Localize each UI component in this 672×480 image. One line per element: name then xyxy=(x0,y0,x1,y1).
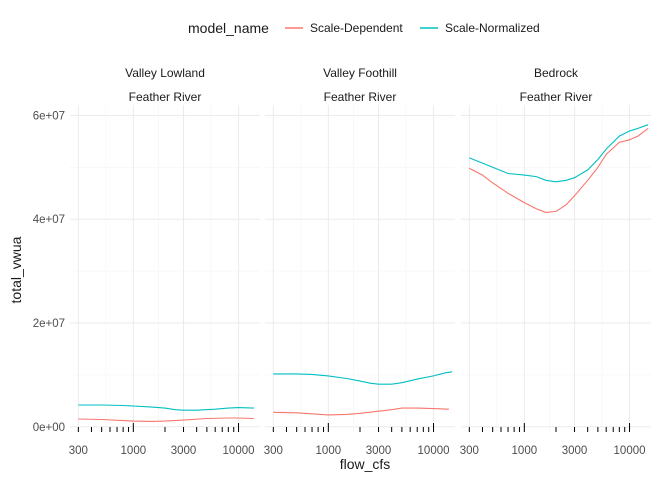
x-tick-label: 10000 xyxy=(223,445,255,457)
x-tick-label: 10000 xyxy=(418,445,450,457)
y-axis-title: total_vwua xyxy=(8,236,24,303)
legend-title: model_name xyxy=(188,20,269,36)
x-tick-label: 1000 xyxy=(316,445,342,457)
x-tick-label: 1000 xyxy=(121,445,147,457)
series-line-scale-normalized xyxy=(469,124,649,183)
legend-label-scale-dependent: Scale-Dependent xyxy=(310,21,403,35)
panel-2: Valley Foothill Feather River 300 1000 3000 1… xyxy=(264,66,455,457)
legend: model_name Scale-Dependent Scale-Normali… xyxy=(188,20,540,36)
series-line-scale-normalized xyxy=(273,371,453,385)
y-tick-label: 6e+07 xyxy=(33,110,65,122)
series-line-scale-dependent xyxy=(469,127,649,213)
series-line-scale-dependent xyxy=(273,407,449,416)
x-tick-label: 300 xyxy=(69,445,88,457)
x-tick-label: 300 xyxy=(264,445,283,457)
y-tick-label: 0e+00 xyxy=(33,422,65,434)
x-tick-label: 3000 xyxy=(562,445,588,457)
x-tick-label: 300 xyxy=(460,445,479,457)
panel-strip-subtitle: Feather River xyxy=(324,90,397,104)
x-tick-label: 10000 xyxy=(614,445,646,457)
panel-strip-title: Valley Foothill xyxy=(323,66,397,80)
panel-strip-title: Valley Lowland xyxy=(125,66,205,80)
panel-strip-title: Bedrock xyxy=(534,66,579,80)
panels: Valley Lowland Feather River 300 1000 3000 10… xyxy=(69,66,651,457)
panel-strip-subtitle: Feather River xyxy=(129,90,202,104)
y-tick-label: 2e+07 xyxy=(33,318,65,330)
panel-3: Bedrock Feather River 300 1000 3000 10000 xyxy=(460,66,651,457)
y-axis: 0e+00 2e+07 4e+07 6e+07 xyxy=(33,110,65,433)
panel-1: Valley Lowland Feather River 300 1000 3000 10… xyxy=(69,66,260,457)
panel-strip-subtitle: Feather River xyxy=(520,90,593,104)
legend-label-scale-normalized: Scale-Normalized xyxy=(445,21,540,35)
series-line-scale-normalized xyxy=(78,404,254,411)
x-tick-label: 3000 xyxy=(171,445,197,457)
x-axis-title: flow_cfs xyxy=(340,456,391,472)
series-line-scale-dependent xyxy=(78,417,254,422)
x-tick-label: 1000 xyxy=(512,445,538,457)
y-tick-label: 4e+07 xyxy=(33,214,65,226)
x-tick-label: 3000 xyxy=(366,445,392,457)
